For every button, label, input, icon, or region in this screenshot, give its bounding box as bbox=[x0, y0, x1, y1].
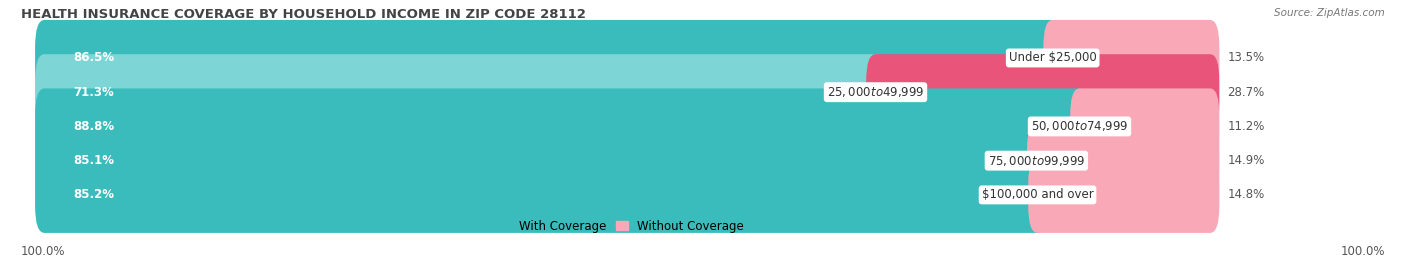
Text: 88.8%: 88.8% bbox=[73, 120, 115, 133]
Text: $25,000 to $49,999: $25,000 to $49,999 bbox=[827, 85, 924, 99]
Text: 86.5%: 86.5% bbox=[73, 51, 115, 65]
FancyBboxPatch shape bbox=[35, 54, 1219, 130]
Text: Under $25,000: Under $25,000 bbox=[1010, 51, 1097, 65]
Legend: With Coverage, Without Coverage: With Coverage, Without Coverage bbox=[494, 215, 749, 237]
Text: 28.7%: 28.7% bbox=[1227, 86, 1265, 99]
FancyBboxPatch shape bbox=[35, 157, 1047, 233]
Text: 11.2%: 11.2% bbox=[1227, 120, 1265, 133]
Text: 100.0%: 100.0% bbox=[21, 245, 66, 258]
FancyBboxPatch shape bbox=[866, 54, 1219, 130]
FancyBboxPatch shape bbox=[35, 157, 1219, 233]
FancyBboxPatch shape bbox=[35, 20, 1062, 96]
Text: 71.3%: 71.3% bbox=[73, 86, 114, 99]
FancyBboxPatch shape bbox=[35, 89, 1219, 164]
Text: 85.1%: 85.1% bbox=[73, 154, 114, 167]
Text: $100,000 and over: $100,000 and over bbox=[981, 188, 1094, 201]
FancyBboxPatch shape bbox=[1070, 89, 1219, 164]
Text: 14.9%: 14.9% bbox=[1227, 154, 1265, 167]
FancyBboxPatch shape bbox=[35, 20, 1219, 96]
Text: $50,000 to $74,999: $50,000 to $74,999 bbox=[1031, 119, 1128, 133]
FancyBboxPatch shape bbox=[1028, 157, 1219, 233]
Text: Source: ZipAtlas.com: Source: ZipAtlas.com bbox=[1274, 8, 1385, 18]
FancyBboxPatch shape bbox=[1026, 123, 1219, 199]
Text: HEALTH INSURANCE COVERAGE BY HOUSEHOLD INCOME IN ZIP CODE 28112: HEALTH INSURANCE COVERAGE BY HOUSEHOLD I… bbox=[21, 8, 586, 21]
FancyBboxPatch shape bbox=[35, 89, 1088, 164]
FancyBboxPatch shape bbox=[35, 54, 884, 130]
FancyBboxPatch shape bbox=[35, 123, 1046, 199]
Text: 14.8%: 14.8% bbox=[1227, 188, 1265, 201]
Text: $75,000 to $99,999: $75,000 to $99,999 bbox=[987, 154, 1085, 168]
FancyBboxPatch shape bbox=[35, 123, 1219, 199]
FancyBboxPatch shape bbox=[1043, 20, 1219, 96]
Text: 85.2%: 85.2% bbox=[73, 188, 114, 201]
Text: 13.5%: 13.5% bbox=[1227, 51, 1264, 65]
Text: 100.0%: 100.0% bbox=[1340, 245, 1385, 258]
